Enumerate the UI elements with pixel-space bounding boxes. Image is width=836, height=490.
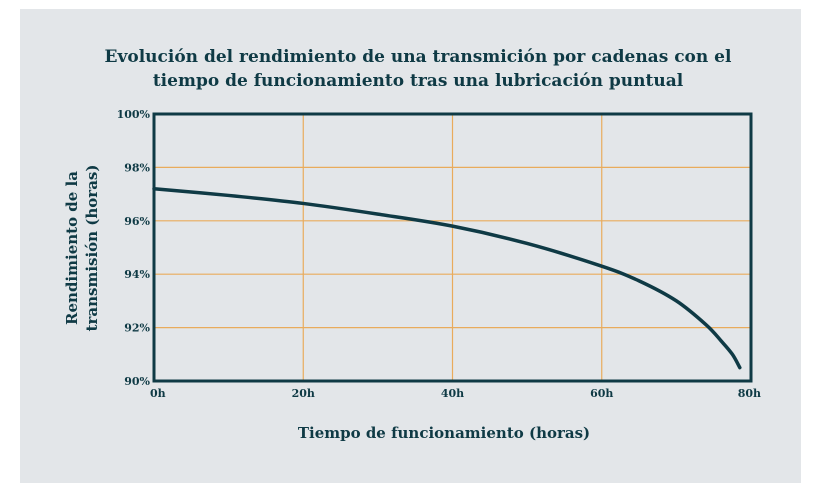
x-tick-label-3: 60h <box>590 387 613 400</box>
y-axis-label-line-2: transmisión (horas) <box>83 165 101 332</box>
x-tick-label-2: 40h <box>441 387 464 400</box>
chart-title-line-2: tiempo de funcionamiento tras una lubric… <box>152 71 684 91</box>
series-layer <box>152 187 742 370</box>
chart-title-line-1: Evolución del rendimiento de una transmi… <box>104 47 732 67</box>
x-tick-label-0: 0h <box>150 387 166 400</box>
chart-panel <box>20 9 801 483</box>
x-tick-label-4: 80h <box>738 387 761 400</box>
y-tick-label-0: 90% <box>124 375 150 388</box>
y-axis-label-line-1: Rendimiento de la <box>63 171 81 325</box>
y-tick-labels: 90% 92% 94% 96% 98% 100% <box>117 108 151 388</box>
x-tick-labels: 0h 20h 40h 60h 80h <box>150 387 761 400</box>
y-tick-label-4: 98% <box>124 161 150 174</box>
y-tick-label-5: 100% <box>117 108 151 121</box>
x-tick-label-1: 20h <box>292 387 315 400</box>
y-axis-label: Rendimiento de la transmisión (horas) <box>63 165 101 332</box>
grid-lines <box>154 114 751 381</box>
series-line-0 <box>152 187 742 370</box>
y-tick-label-1: 92% <box>124 322 150 335</box>
chart-title: Evolución del rendimiento de una transmi… <box>0 45 836 93</box>
x-axis-label: Tiempo de funcionamiento (horas) <box>298 424 590 442</box>
y-tick-label-2: 94% <box>124 268 150 281</box>
plot-frame <box>152 112 753 383</box>
y-tick-label-3: 96% <box>124 215 150 228</box>
